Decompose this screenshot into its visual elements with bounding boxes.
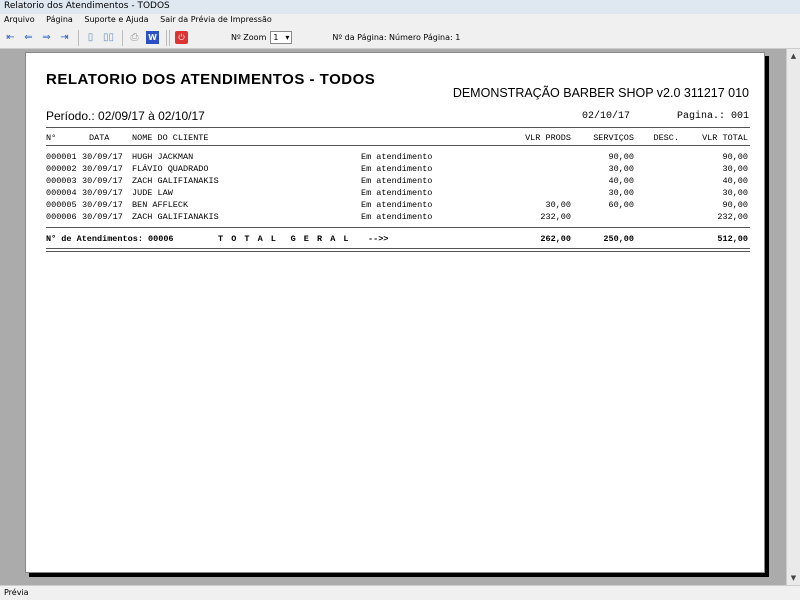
two-page-icon[interactable]: ▯▯ xyxy=(102,32,114,43)
cell-num: 000003 xyxy=(46,176,77,186)
divider xyxy=(46,248,750,249)
cell-num: 000002 xyxy=(46,164,77,174)
cell-serv: 90,00 xyxy=(608,152,634,162)
first-page-icon[interactable]: ⇤ xyxy=(6,32,15,43)
cell-name: JUDE LAW xyxy=(132,188,173,198)
vertical-scrollbar[interactable]: ▲ ▼ xyxy=(786,49,800,585)
divider xyxy=(46,145,750,146)
scroll-up-icon[interactable]: ▲ xyxy=(790,52,797,60)
company-name: DEMONSTRAÇÃO BARBER SHOP v2.0 311217 010 xyxy=(452,86,749,100)
cell-num: 000005 xyxy=(46,200,77,210)
word-export-icon[interactable]: W xyxy=(146,31,159,44)
header-desc: DESC. xyxy=(653,133,679,143)
single-page-icon[interactable]: ▯ xyxy=(87,32,94,43)
cell-status: Em atendimento xyxy=(361,212,433,222)
divider xyxy=(46,251,750,252)
header-serv: SERVIÇOS xyxy=(593,133,634,143)
cell-date: 30/09/17 xyxy=(82,212,123,222)
header-total: VLR TOTAL xyxy=(702,133,748,143)
menu-suporte[interactable]: Suporte e Ajuda xyxy=(84,15,149,24)
cell-date: 30/09/17 xyxy=(82,152,123,162)
cell-status: Em atendimento xyxy=(361,176,433,186)
cell-name: HUGH JACKMAN xyxy=(132,152,194,162)
window-title: Relatorio dos Atendimentos - TODOS xyxy=(0,0,800,14)
cell-total: 30,00 xyxy=(722,164,748,174)
cell-name: BEN AFFLECK xyxy=(132,200,189,210)
header-date: DATA xyxy=(89,133,110,143)
cell-serv: 40,00 xyxy=(608,176,634,186)
menu-bar: Arquivo Página Suporte e Ajuda Sair da P… xyxy=(0,14,800,27)
prev-page-icon[interactable]: ⇐ xyxy=(24,32,33,43)
header-prods: VLR PRODS xyxy=(525,133,571,143)
cell-name: ZACH GALIFIANAKIS xyxy=(132,212,219,222)
print-icon[interactable]: ⎙ xyxy=(130,32,139,43)
footer-count: N° de Atendimentos: 00006 xyxy=(46,234,174,244)
scroll-down-icon[interactable]: ▼ xyxy=(790,574,797,582)
cell-name: ZACH GALIFIANAKIS xyxy=(132,176,219,186)
chevron-down-icon: ▾ xyxy=(285,33,290,42)
report-page: RELATORIO DOS ATENDIMENTOS - TODOS DEMON… xyxy=(25,52,765,573)
cell-date: 30/09/17 xyxy=(82,176,123,186)
cell-total: 40,00 xyxy=(722,176,748,186)
divider xyxy=(46,227,750,228)
footer-total-label: T O T A L G E R A L xyxy=(218,234,351,244)
cell-serv: 30,00 xyxy=(608,164,634,174)
cell-date: 30/09/17 xyxy=(82,164,123,174)
last-page-icon[interactable]: ⇥ xyxy=(60,32,69,43)
status-bar: Prévia xyxy=(0,585,800,600)
menu-pagina[interactable]: Página xyxy=(46,15,73,24)
footer-prods: 262,00 xyxy=(540,234,571,244)
footer-serv: 250,00 xyxy=(603,234,634,244)
cell-num: 000004 xyxy=(46,188,77,198)
cell-prods: 232,00 xyxy=(540,212,571,222)
cell-name: FLÁVIO QUADRADO xyxy=(132,164,209,174)
cell-status: Em atendimento xyxy=(361,188,433,198)
page-number-label: Nº da Página: Número Página: 1 xyxy=(332,33,461,42)
toolbar-separator xyxy=(169,29,170,46)
cell-serv: 60,00 xyxy=(608,200,634,210)
zoom-select[interactable]: 1 ▾ xyxy=(270,31,293,44)
toolbar-separator xyxy=(122,29,123,46)
cell-date: 30/09/17 xyxy=(82,188,123,198)
cell-num: 000006 xyxy=(46,212,77,222)
cell-serv: 30,00 xyxy=(608,188,634,198)
zoom-label: Nº Zoom xyxy=(231,33,267,42)
cell-status: Em atendimento xyxy=(361,164,433,174)
cell-total: 30,00 xyxy=(722,188,748,198)
cell-status: Em atendimento xyxy=(361,200,433,210)
cell-status: Em atendimento xyxy=(361,152,433,162)
cell-total: 232,00 xyxy=(717,212,748,222)
header-name: NOME DO CLIENTE xyxy=(132,133,209,143)
footer-total: 512,00 xyxy=(717,234,748,244)
cell-num: 000001 xyxy=(46,152,77,162)
toolbar-separator xyxy=(78,29,79,46)
cell-total: 90,00 xyxy=(722,152,748,162)
header-num: N° xyxy=(46,133,57,143)
toolbar: ⇤ ⇐ ⇒ ⇥ ▯ ▯▯ ⎙ W ⏻ Nº Zoom 1 ▾ Nº da Pági… xyxy=(0,27,800,49)
footer-arrow: -->> xyxy=(368,234,389,244)
divider xyxy=(46,127,750,128)
cell-date: 30/09/17 xyxy=(82,200,123,210)
cell-prods: 30,00 xyxy=(545,200,571,210)
page-number: Pagina.: 001 xyxy=(676,111,749,122)
zoom-value: 1 xyxy=(273,33,279,42)
report-date: 02/10/17 xyxy=(582,111,631,122)
cell-total: 90,00 xyxy=(722,200,748,210)
menu-arquivo[interactable]: Arquivo xyxy=(4,15,35,24)
menu-sair[interactable]: Sair da Prévia de Impressão xyxy=(160,15,272,24)
toolbar-separator xyxy=(166,29,167,46)
close-preview-icon[interactable]: ⏻ xyxy=(175,31,188,44)
next-page-icon[interactable]: ⇒ xyxy=(42,32,51,43)
report-period: Período.: 02/09/17 à 02/10/17 xyxy=(46,109,205,123)
report-title: RELATORIO DOS ATENDIMENTOS - TODOS xyxy=(46,71,376,88)
